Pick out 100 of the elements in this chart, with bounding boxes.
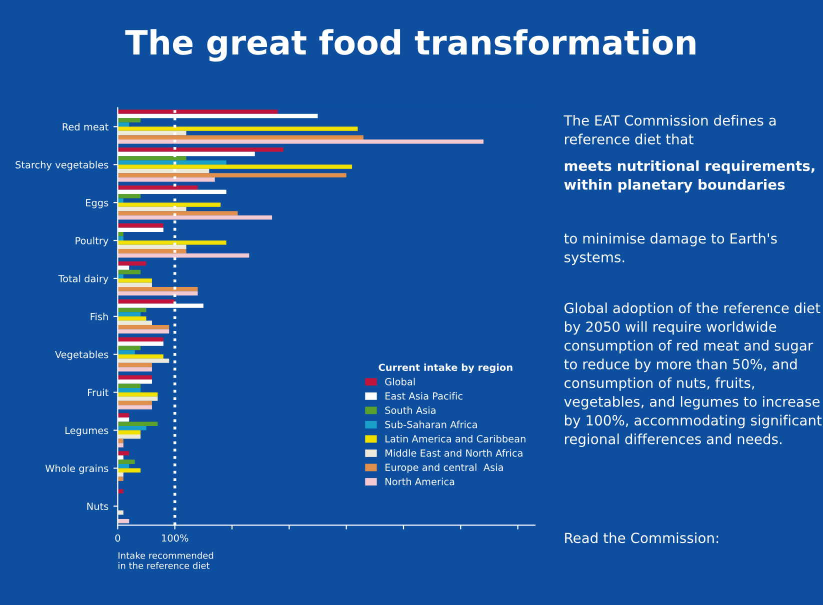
bar bbox=[118, 422, 158, 426]
bar bbox=[118, 240, 226, 245]
text: Read the Commission: bbox=[565, 532, 718, 544]
bar bbox=[118, 211, 238, 216]
x-tick-label: 0 bbox=[115, 534, 120, 542]
bar bbox=[118, 177, 215, 182]
bar bbox=[118, 236, 124, 241]
bar bbox=[118, 244, 186, 250]
legend-label: Global bbox=[385, 378, 415, 386]
chart-title: The great food transformation bbox=[125, 29, 696, 62]
bar bbox=[118, 518, 130, 524]
bar bbox=[118, 316, 146, 321]
y-tick-label: Total dairy bbox=[58, 274, 108, 284]
legend-label: Middle East and North Africa bbox=[386, 449, 522, 457]
bar bbox=[118, 320, 152, 325]
y-tick-label: Nuts bbox=[87, 502, 108, 510]
bar bbox=[118, 185, 198, 190]
y-tick-label: Starchy vegetables bbox=[16, 160, 108, 170]
bar bbox=[118, 291, 198, 296]
bar bbox=[118, 156, 186, 160]
bar bbox=[118, 261, 146, 266]
y-tick-label: Fruit bbox=[88, 388, 108, 396]
bar bbox=[118, 350, 135, 354]
bar bbox=[118, 253, 250, 258]
bar bbox=[118, 202, 221, 207]
y-tick-label: Red meat bbox=[62, 122, 108, 130]
legend-label: East Asia Pacific bbox=[386, 392, 462, 400]
text: Global adoption of the reference diet by 2050 will require worldwide consumption of red meat and sugar to reduce by more than 50%, and consumption of nuts, fruits, vegetables, and legumes to increase by 100%, accommodating significant regional differences and needs. bbox=[564, 302, 822, 447]
y-tick-label: Fish bbox=[90, 312, 108, 320]
text: to minimise damage to Earth's systems. bbox=[564, 232, 777, 266]
bar bbox=[118, 173, 346, 178]
text: The EAT Commission defines a reference diet that bbox=[564, 114, 776, 144]
bar bbox=[118, 299, 175, 304]
bar bbox=[118, 405, 152, 410]
legend-label: Europe and central Asia bbox=[386, 463, 503, 473]
bar bbox=[118, 400, 152, 406]
bar bbox=[118, 358, 170, 363]
x-tick-label: 100% bbox=[162, 534, 188, 542]
bar bbox=[118, 362, 152, 368]
legend-label: North America bbox=[386, 478, 454, 486]
bar bbox=[118, 346, 141, 350]
legend-label: South Asia bbox=[385, 406, 436, 414]
bar bbox=[118, 148, 284, 152]
bar bbox=[118, 430, 141, 435]
bar bbox=[118, 426, 146, 430]
bar bbox=[118, 278, 152, 283]
bar bbox=[118, 282, 152, 288]
bar bbox=[118, 472, 124, 477]
bar bbox=[118, 337, 164, 342]
bar bbox=[118, 329, 170, 334]
bar bbox=[118, 194, 141, 198]
legend-title: Current intake by region bbox=[378, 364, 512, 374]
bar bbox=[118, 354, 164, 359]
bar bbox=[118, 384, 141, 388]
bar bbox=[118, 223, 164, 228]
legend-label: Latin America and Caribbean bbox=[386, 434, 526, 442]
bar bbox=[118, 375, 152, 380]
x-axis-title: Intake recommended in the reference diet bbox=[118, 552, 214, 570]
bar bbox=[118, 413, 130, 418]
bar bbox=[118, 388, 141, 392]
text: meets nutritional requirements, within planetary boundaries bbox=[564, 160, 814, 193]
bar bbox=[118, 476, 124, 482]
bar bbox=[118, 215, 272, 220]
bar bbox=[118, 249, 186, 254]
bar bbox=[118, 126, 358, 131]
bar bbox=[118, 464, 130, 468]
bar bbox=[118, 139, 484, 144]
bar bbox=[118, 396, 158, 401]
bar bbox=[118, 460, 135, 464]
bar bbox=[118, 443, 124, 448]
bar bbox=[118, 287, 198, 292]
bar bbox=[118, 392, 158, 397]
bar bbox=[118, 308, 146, 312]
y-tick-label: Vegetables bbox=[55, 350, 108, 360]
bar bbox=[118, 312, 141, 316]
bar bbox=[118, 510, 124, 515]
y-tick-label: Legumes bbox=[66, 426, 108, 436]
y-tick-label: Poultry bbox=[76, 236, 108, 246]
bar bbox=[118, 274, 124, 278]
y-tick-label: Whole grains bbox=[45, 464, 108, 474]
bar bbox=[118, 198, 124, 203]
bar bbox=[118, 434, 141, 439]
legend-label: Sub-Saharan Africa bbox=[385, 420, 477, 428]
bar bbox=[118, 489, 124, 494]
bar bbox=[118, 130, 186, 136]
bar bbox=[118, 468, 141, 472]
bar bbox=[118, 110, 278, 114]
y-tick-label: Eggs bbox=[86, 199, 108, 208]
bar bbox=[118, 122, 130, 127]
bar bbox=[118, 164, 352, 169]
bar bbox=[118, 118, 141, 122]
bar bbox=[118, 168, 210, 174]
bar bbox=[118, 135, 364, 140]
bar bbox=[118, 232, 124, 236]
bar bbox=[118, 270, 141, 274]
bar bbox=[118, 206, 186, 212]
bar bbox=[118, 160, 226, 165]
bar bbox=[118, 367, 152, 372]
bar bbox=[118, 451, 130, 456]
bar bbox=[118, 438, 124, 444]
